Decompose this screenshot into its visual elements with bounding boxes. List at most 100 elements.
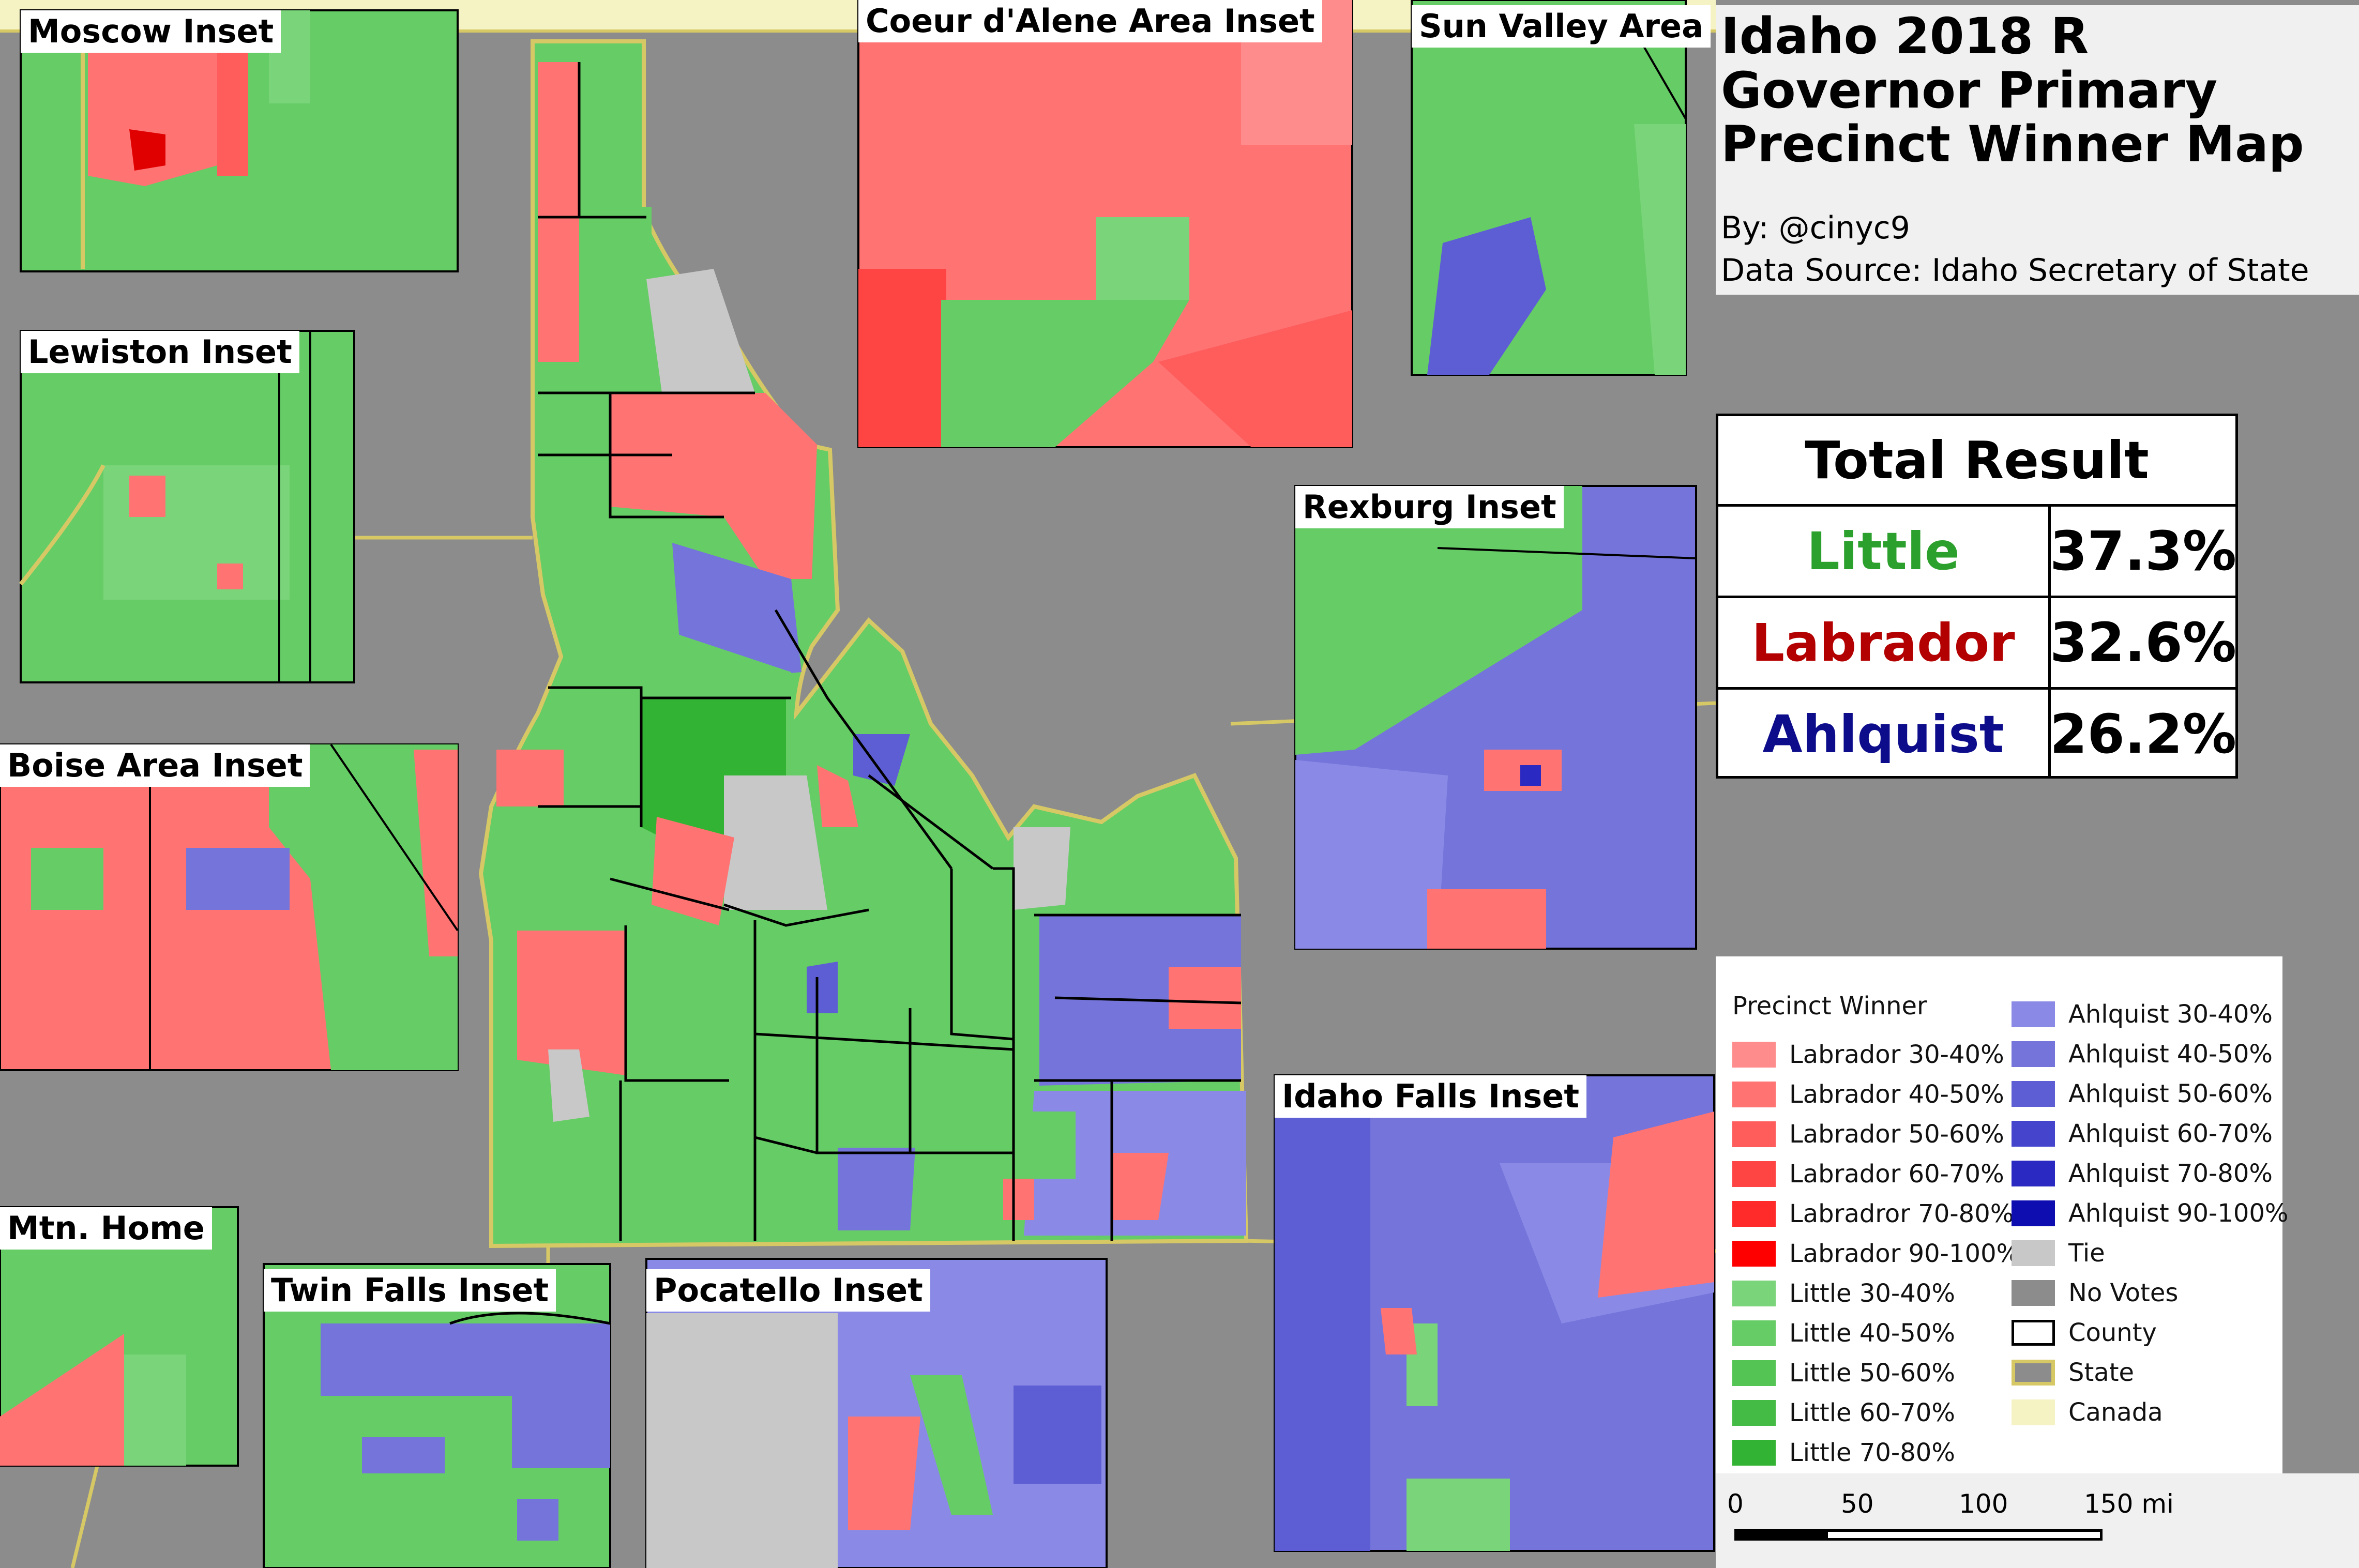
legend-item: Ahlquist 60-70%	[2012, 1118, 2273, 1149]
inset-label-boise: Boise Area Inset	[0, 744, 310, 787]
legend-swatch	[2012, 1320, 2055, 1346]
legend-label: Labradror 70-80%	[1789, 1199, 2014, 1228]
legend-label: Ahlquist 50-60%	[2068, 1079, 2273, 1108]
legend-label: Ahlquist 90-100%	[2068, 1199, 2289, 1228]
legend-swatch	[1732, 1281, 1776, 1306]
legend-swatch	[2012, 1081, 2055, 1107]
inset-label-sun-valley: Sun Valley Area	[1412, 5, 1711, 48]
inset-label-moscow: Moscow Inset	[21, 10, 281, 53]
legend-item: Canada	[2012, 1397, 2163, 1428]
result-row: Ahlquist 26.2%	[1718, 690, 2236, 779]
legend-swatch	[2012, 1360, 2055, 1386]
scale-tick-label: 50	[1841, 1489, 1874, 1519]
legend-label: Ahlquist 70-80%	[2068, 1159, 2273, 1188]
legend-label: Ahlquist 60-70%	[2068, 1119, 2273, 1148]
pocatello-inset-map	[645, 1258, 1108, 1568]
result-percentage: 26.2%	[2050, 703, 2236, 766]
legend-swatch	[1732, 1400, 1776, 1426]
legend-item: Labrador 60-70%	[1732, 1159, 2004, 1190]
legend-label: Little 50-60%	[1789, 1359, 1955, 1388]
legend-swatch	[2012, 1001, 2055, 1027]
sun-valley-inset-map	[1411, 0, 1687, 376]
inset-label-rexburg: Rexburg Inset	[1295, 486, 1564, 528]
total-result-table: Total Result Little 37.3% Labrador 32.6%…	[1716, 414, 2238, 779]
legend-swatch	[1732, 1082, 1776, 1107]
legend-label: Labrador 40-50%	[1789, 1080, 2004, 1109]
legend-item: Labrador 30-40%	[1732, 1039, 2004, 1070]
legend-swatch	[2012, 1200, 2055, 1226]
legend-swatch	[1732, 1440, 1776, 1466]
legend-item: No Votes	[2012, 1277, 2178, 1308]
map-byline: By: @cinyc9	[1721, 210, 1910, 246]
legend-item: Little 60-70%	[1732, 1397, 1955, 1428]
scale-tick-label: 150 mi	[2084, 1489, 2174, 1519]
legend-label: Little 40-50%	[1789, 1319, 1955, 1348]
coeur-dalene-inset-map	[857, 0, 1353, 448]
total-result-heading: Total Result	[1718, 416, 2235, 507]
legend-label: Ahlquist 40-50%	[2068, 1040, 2273, 1069]
mtn-home-inset-map	[0, 1206, 239, 1467]
legend-item: Ahlquist 70-80%	[2012, 1158, 2273, 1189]
legend-item: Ahlquist 30-40%	[2012, 999, 2273, 1030]
inset-label-mtn-home: Mtn. Home	[0, 1207, 212, 1250]
inset-label-coeur-dalene: Coeur d'Alene Area Inset	[858, 0, 1322, 42]
map-title: Idaho 2018 R Governor Primary Precinct W…	[1721, 7, 2304, 174]
result-percentage: 32.6%	[2050, 611, 2236, 674]
legend-swatch	[1732, 1241, 1776, 1267]
legend-heading: Precinct Winner	[1732, 992, 1927, 1021]
legend-swatch	[1732, 1042, 1776, 1068]
legend-swatch	[2012, 1161, 2055, 1186]
county-boundaries	[538, 62, 1242, 1241]
title-block: Idaho 2018 R Governor Primary Precinct W…	[1716, 5, 2359, 295]
legend-label: Labrador 30-40%	[1789, 1040, 2004, 1069]
scale-bar: 0 50 100 150 mi	[1716, 1473, 2359, 1568]
legend-item: Little 70-80%	[1732, 1437, 1955, 1468]
legend-item: Little 40-50%	[1732, 1318, 1955, 1349]
legend-swatch	[1732, 1201, 1776, 1227]
result-percentage: 37.3%	[2050, 520, 2236, 583]
legend-item: Labradror 70-80%	[1732, 1198, 2014, 1229]
legend-label: No Votes	[2068, 1278, 2179, 1307]
map-source: Data Source: Idaho Secretary of State	[1721, 252, 2309, 288]
rexburg-inset-map	[1294, 485, 1697, 950]
legend-label: Little 60-70%	[1789, 1398, 1955, 1427]
idaho-falls-inset-map	[1274, 1074, 1715, 1552]
legend-label: State	[2068, 1358, 2135, 1387]
result-candidate-name: Ahlquist	[1718, 690, 2051, 779]
result-candidate-name: Labrador	[1718, 598, 2051, 687]
legend-swatch	[1732, 1320, 1776, 1346]
legend-item: Little 30-40%	[1732, 1278, 1955, 1309]
legend-item: Ahlquist 40-50%	[2012, 1039, 2273, 1070]
legend-label: Ahlquist 30-40%	[2068, 1000, 2273, 1029]
legend-label: Labrador 50-60%	[1789, 1120, 2004, 1149]
lewiston-inset-map	[19, 330, 355, 683]
legend-item: Ahlquist 50-60%	[2012, 1078, 2273, 1109]
result-candidate-name: Little	[1718, 507, 2051, 596]
legend-swatch	[2012, 1399, 2055, 1425]
inset-label-twin-falls: Twin Falls Inset	[264, 1269, 556, 1312]
legend-item: State	[2012, 1357, 2134, 1388]
legend: Precinct Winner Labrador 30-40% Labrador …	[1716, 956, 2289, 1473]
legend-swatch	[2012, 1041, 2055, 1067]
legend-label: Little 70-80%	[1789, 1438, 1955, 1467]
legend-swatch	[1732, 1121, 1776, 1147]
legend-label: County	[2068, 1318, 2157, 1347]
legend-item: County	[2012, 1317, 2157, 1348]
legend-label: Tie	[2068, 1239, 2105, 1268]
legend-item: Tie	[2012, 1238, 2105, 1269]
legend-item: Labrador 90-100%	[1732, 1238, 2020, 1269]
scale-tick-label: 0	[1727, 1489, 1744, 1519]
twin-falls-inset-map	[263, 1263, 611, 1568]
legend-label: Little 30-40%	[1789, 1279, 1955, 1308]
legend-label: Labrador 60-70%	[1789, 1160, 2004, 1189]
legend-swatch	[1732, 1360, 1776, 1386]
legend-swatch	[2012, 1280, 2055, 1306]
legend-swatch	[1732, 1161, 1776, 1187]
legend-swatch	[2012, 1121, 2055, 1147]
legend-swatch	[2012, 1240, 2055, 1266]
legend-item: Labrador 40-50%	[1732, 1079, 2004, 1110]
legend-label: Canada	[2068, 1398, 2163, 1427]
inset-label-lewiston: Lewiston Inset	[21, 331, 299, 373]
